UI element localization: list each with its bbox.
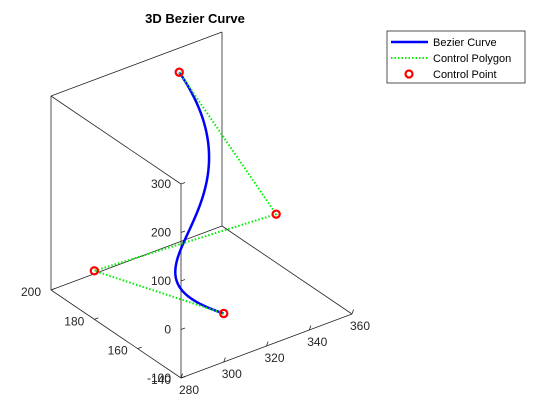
z-tick-label-3: 200 (151, 226, 171, 240)
x-tick-label-3: 340 (307, 335, 327, 349)
control-point-2 (271, 209, 281, 219)
legend-label-bezier-curve: Bezier Curve (433, 37, 497, 49)
y-tick-label-1: 160 (108, 344, 128, 358)
y-tick-label-3: 200 (21, 285, 41, 299)
axes-box (50, 31, 353, 379)
y-tick-mark-2 (94, 317, 99, 320)
legend-label-control-point: Control Point (433, 69, 497, 81)
x-tick-mark-4 (351, 309, 354, 315)
control-point-markers (89, 67, 281, 319)
control-point-1 (89, 266, 100, 276)
z-tick-mark-1 (180, 327, 186, 330)
x-tick-label-0: 280 (179, 383, 199, 397)
y-tick-label-2: 180 (64, 314, 84, 328)
control-point-3 (174, 67, 184, 77)
legend-label-control-polygon: Control Polygon (433, 53, 511, 65)
x-tick-label-1: 300 (222, 367, 242, 381)
z-tick-label-2: 100 (151, 274, 171, 288)
z-tick-mark-2 (180, 279, 186, 282)
y-tick-mark-3 (50, 288, 56, 291)
y-tick-label-0: 140 (151, 373, 171, 387)
box-edge-top-back (50, 31, 223, 97)
control-polygon-line (91, 71, 278, 315)
control-point-0 (219, 308, 229, 319)
x-tick-label-2: 320 (264, 351, 284, 365)
bezier-curve-line (174, 71, 225, 315)
z-tick-label-4: 300 (151, 177, 171, 191)
axis-ticks: 280 300 320 340 360 140 160 180 200 -100 0 100 200 30… (21, 177, 370, 397)
y-tick-mark-1 (137, 346, 142, 350)
z-tick-label-1: 0 (164, 323, 171, 337)
x-tick-mark-3 (308, 325, 312, 331)
z-tick-mark-0 (180, 376, 186, 379)
z-tick-mark-4 (180, 182, 186, 185)
z-tick-label-0: -100 (147, 371, 171, 385)
legend: Bezier Curve Control Polygon Control Poi… (386, 30, 526, 84)
x-tick-label-4: 360 (350, 319, 370, 333)
x-tick-mark-1 (223, 357, 226, 363)
box-edge-back-floor-x (50, 225, 223, 291)
box-edge-back-floor-y (50, 289, 182, 379)
box-edge-top-left (50, 95, 182, 185)
chart-title: 3D Bezier Curve (145, 11, 245, 26)
plot-data (89, 67, 281, 319)
x-tick-mark-0 (180, 373, 183, 379)
legend-swatch-control-point (404, 69, 414, 79)
box-edge-front-floor-y (221, 225, 353, 315)
x-tick-mark-2 (266, 341, 269, 347)
z-tick-mark-3 (180, 230, 186, 233)
